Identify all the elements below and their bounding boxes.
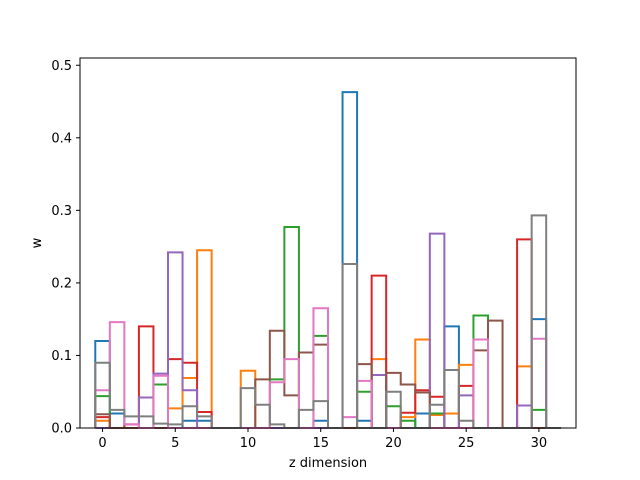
histogram-outline-8 — [94, 214, 561, 429]
histogram-series-7 — [94, 307, 561, 429]
y-tick-label: 0.5 — [51, 59, 72, 74]
x-axis-label: z dimension — [289, 456, 367, 471]
x-tick-label: 0 — [98, 436, 106, 451]
x-tick-label: 30 — [531, 436, 548, 451]
x-tick-label: 15 — [312, 436, 329, 451]
histogram-outline-7 — [94, 307, 561, 429]
y-axis: 0.0 0.1 0.2 0.3 0.4 0.5 — [51, 59, 80, 437]
histogram-series-8 — [94, 214, 561, 429]
y-tick-label: 0.4 — [51, 131, 72, 146]
y-tick-label: 0.2 — [51, 276, 72, 291]
plot-frame — [79, 57, 577, 429]
x-tick-label: 10 — [240, 436, 257, 451]
x-tick-label: 25 — [458, 436, 475, 451]
y-tick-label: 0.1 — [51, 349, 72, 364]
y-axis-label: w — [30, 237, 45, 248]
y-tick-label: 0.3 — [51, 204, 72, 219]
x-tick-label: 5 — [171, 436, 179, 451]
x-axis: 0 5 10 15 20 25 30 — [98, 428, 547, 451]
y-tick-label: 0.0 — [51, 422, 72, 437]
x-tick-label: 20 — [385, 436, 402, 451]
